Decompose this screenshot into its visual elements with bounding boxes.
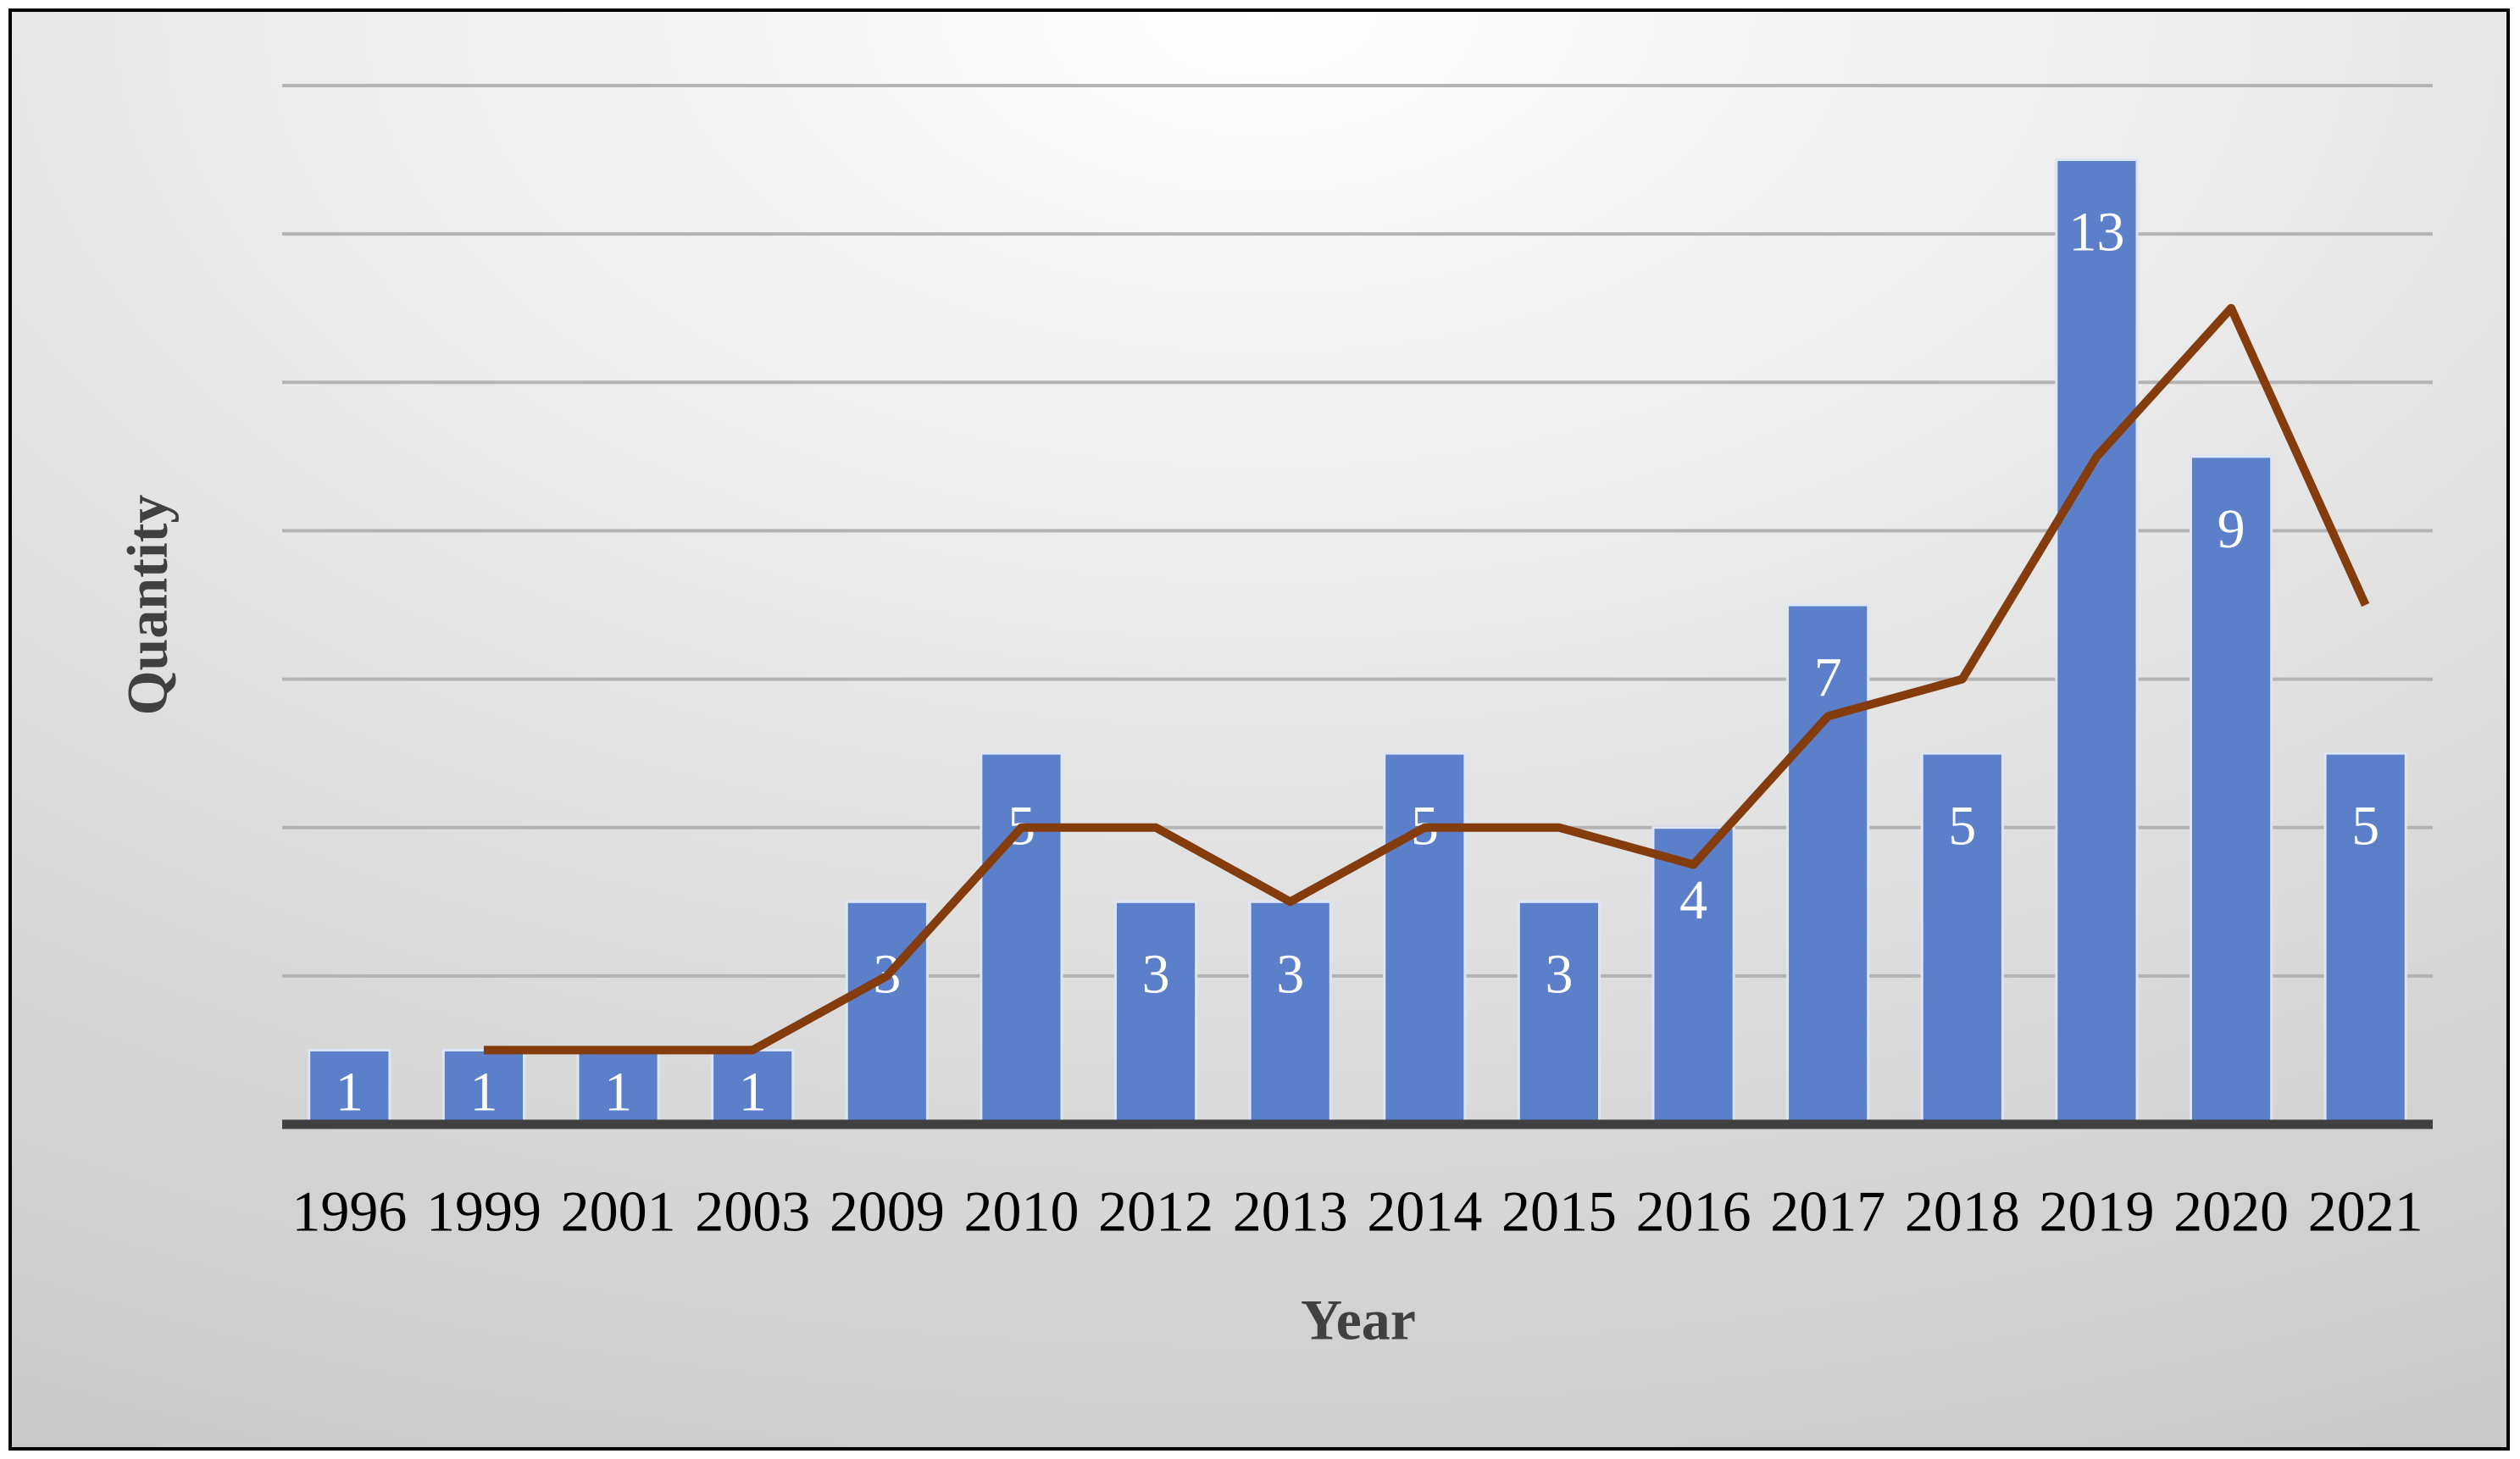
bar [2055, 158, 2139, 1126]
data-label: 3 [1276, 943, 1304, 1005]
data-label: 4 [1679, 869, 1707, 931]
data-label: 13 [2068, 202, 2124, 264]
x-tick-label: 2010 [963, 1179, 1079, 1244]
x-tick-label: 2003 [695, 1179, 810, 1244]
x-tick-label: 2012 [1098, 1179, 1213, 1244]
x-tick-label: 2019 [2039, 1179, 2154, 1244]
y-axis-label: Quantity [115, 495, 180, 716]
bar [980, 752, 1063, 1126]
bar [845, 900, 929, 1126]
data-label: 9 [2217, 498, 2245, 560]
data-label: 5 [2351, 795, 2379, 857]
bar [1383, 752, 1467, 1126]
bar [308, 1048, 391, 1126]
data-label: 1 [739, 1061, 767, 1123]
bar [1920, 752, 2004, 1126]
data-label: 3 [1142, 943, 1170, 1005]
x-tick-label: 1996 [291, 1179, 407, 1244]
data-label: 1 [336, 1061, 364, 1123]
bar [1248, 900, 1332, 1126]
bar [711, 1048, 795, 1126]
data-label: 3 [1545, 943, 1573, 1005]
x-tick-label: 2018 [1905, 1179, 2020, 1244]
bar [2189, 455, 2273, 1126]
x-tick-label: 1999 [426, 1179, 541, 1244]
x-tick-label: 2015 [1501, 1179, 1617, 1244]
x-tick-label: 2014 [1367, 1179, 1482, 1244]
data-label: 7 [1814, 646, 1842, 708]
data-label: 5 [1948, 795, 1976, 857]
bar [1786, 603, 1870, 1126]
line [483, 303, 2370, 1055]
x-tick-label: 2013 [1233, 1179, 1348, 1244]
bar [2323, 752, 2407, 1126]
bar [1517, 900, 1601, 1126]
x-tick-label: 2017 [1770, 1179, 1885, 1244]
x-tick-label: 2001 [561, 1179, 676, 1244]
data-label: 1 [469, 1061, 497, 1123]
x-tick-label: 2016 [1636, 1179, 1751, 1244]
data-label: 1 [604, 1061, 632, 1123]
x-tick-label: 2021 [2308, 1179, 2423, 1244]
x-tick-label: 2020 [2173, 1179, 2289, 1244]
x-axis-label: Year [1301, 1288, 1416, 1352]
bar [441, 1048, 526, 1126]
bar [1113, 900, 1198, 1126]
x-tick-label: 2009 [830, 1179, 945, 1244]
